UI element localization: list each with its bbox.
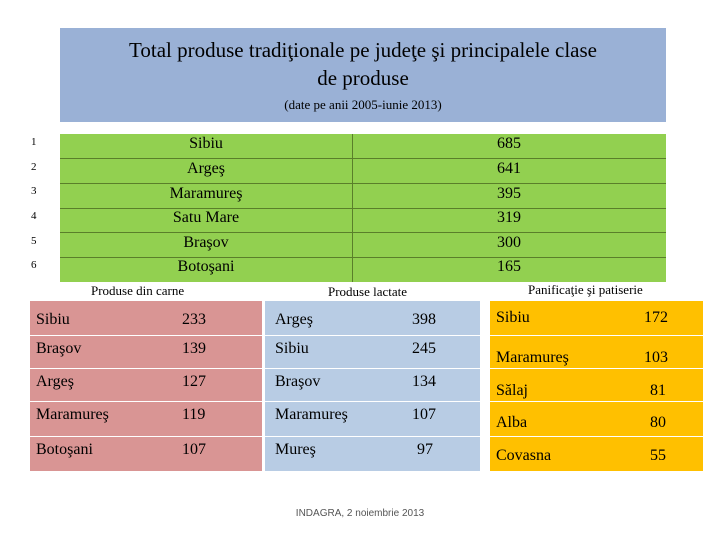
value-cell: 395 bbox=[497, 185, 521, 202]
title-line-2: de produse bbox=[317, 66, 409, 90]
footer-source: INDAGRA, 2 noiembrie 2013 bbox=[295, 508, 425, 519]
county-cell: Satu Mare bbox=[172, 209, 240, 226]
table-row: Braşov 134 bbox=[265, 369, 480, 402]
rank-number: 3 bbox=[31, 185, 37, 197]
value-cell: 80 bbox=[650, 414, 666, 431]
table-row: Sibiu 172 bbox=[490, 301, 703, 336]
table-row: Sibiu 245 bbox=[265, 336, 480, 369]
county-cell: Botoşani bbox=[36, 441, 93, 458]
table-row: Braşov 139 bbox=[30, 336, 262, 369]
table-row: Mureş 97 bbox=[265, 437, 480, 471]
title-line-1: Total produse tradiţionale pe judeţe şi … bbox=[129, 38, 597, 62]
dairy-category-label: Produse lactate bbox=[328, 284, 408, 299]
county-cell: Argeş bbox=[36, 373, 74, 390]
value-cell: 245 bbox=[412, 340, 436, 357]
value-cell: 97 bbox=[417, 441, 433, 458]
value-cell: 398 bbox=[412, 311, 436, 328]
table-row: Argeş 127 bbox=[30, 369, 262, 402]
table-row: Maramureş 107 bbox=[265, 402, 480, 437]
county-cell: Sibiu bbox=[36, 311, 70, 328]
table-row: Satu Mare 319 bbox=[60, 208, 666, 233]
table-row: Alba 80 bbox=[490, 402, 703, 437]
county-cell: Argeş bbox=[275, 311, 313, 328]
rank-number: 2 bbox=[31, 161, 37, 173]
county-cell: Alba bbox=[496, 414, 528, 431]
value-cell: 55 bbox=[650, 447, 666, 464]
meat-products-table: Sibiu 233 Braşov 139 Argeş 127 Maramureş… bbox=[30, 301, 262, 471]
page-title: Total produse tradiţionale pe judeţe şi … bbox=[60, 36, 666, 92]
table-row: Botoşani 107 bbox=[30, 437, 262, 471]
table-row: Botoşani 165 bbox=[60, 257, 666, 282]
table-row: Sălaj 81 bbox=[490, 369, 703, 402]
value-cell: 233 bbox=[182, 311, 206, 328]
county-cell: Covasna bbox=[496, 447, 552, 464]
rank-number: 6 bbox=[31, 259, 37, 271]
value-cell: 172 bbox=[644, 309, 668, 326]
value-cell: 119 bbox=[182, 406, 206, 423]
county-cell: Argeş bbox=[187, 160, 225, 177]
value-cell: 103 bbox=[644, 349, 668, 366]
county-cell: Sibiu bbox=[275, 340, 309, 357]
value-cell: 107 bbox=[412, 406, 436, 423]
value-cell: 641 bbox=[497, 160, 521, 177]
bakery-category-label: Panificaţie şi patiserie bbox=[528, 282, 643, 297]
table-row: Sibiu 685 bbox=[60, 134, 666, 159]
meat-category-label: Produse din carne bbox=[91, 283, 185, 298]
county-cell: Maramureş bbox=[169, 185, 243, 202]
table-row: Maramureş 119 bbox=[30, 402, 262, 437]
county-cell: Mureş bbox=[275, 441, 316, 458]
value-cell: 685 bbox=[497, 135, 521, 152]
table-row: Argeş 641 bbox=[60, 159, 666, 184]
value-cell: 127 bbox=[182, 373, 206, 390]
table-row: Maramureş 395 bbox=[60, 184, 666, 209]
table-row: Argeş 398 bbox=[265, 301, 480, 336]
value-cell: 165 bbox=[497, 258, 521, 275]
page-subtitle: (date pe anii 2005-iunie 2013) bbox=[284, 97, 442, 112]
rank-number: 4 bbox=[31, 210, 37, 222]
table-row: Sibiu 233 bbox=[30, 301, 262, 336]
county-cell: Botoşani bbox=[177, 258, 235, 275]
table-row: Maramureş 103 bbox=[490, 336, 703, 369]
county-cell: Sibiu bbox=[189, 135, 223, 152]
county-cell: Sălaj bbox=[496, 382, 528, 399]
table-row: Covasna 55 bbox=[490, 437, 703, 471]
value-cell: 81 bbox=[650, 382, 666, 399]
county-cell: Maramureş bbox=[275, 406, 348, 423]
county-cell: Maramureş bbox=[36, 406, 109, 423]
dairy-products-table: Argeş 398 Sibiu 245 Braşov 134 Maramureş… bbox=[265, 301, 480, 471]
county-ranking-table: Sibiu 685 Argeş 641 Maramureş 395 Satu M… bbox=[60, 134, 666, 282]
county-cell: Braşov bbox=[183, 234, 229, 251]
county-cell: Sibiu bbox=[496, 309, 530, 326]
value-cell: 134 bbox=[412, 373, 436, 390]
table-row: Braşov 300 bbox=[60, 233, 666, 258]
rank-number: 1 bbox=[31, 136, 37, 148]
value-cell: 319 bbox=[497, 209, 521, 226]
value-cell: 300 bbox=[497, 234, 521, 251]
rank-number: 5 bbox=[31, 235, 37, 247]
county-cell: Braşov bbox=[36, 340, 82, 357]
title-banner: Total produse tradiţionale pe judeţe şi … bbox=[60, 28, 666, 122]
bakery-products-table: Sibiu 172 Maramureş 103 Sălaj 81 Alba 80… bbox=[490, 301, 703, 471]
county-cell: Maramureş bbox=[496, 349, 569, 366]
county-cell: Braşov bbox=[275, 373, 321, 390]
value-cell: 139 bbox=[182, 340, 206, 357]
value-cell: 107 bbox=[182, 441, 206, 458]
